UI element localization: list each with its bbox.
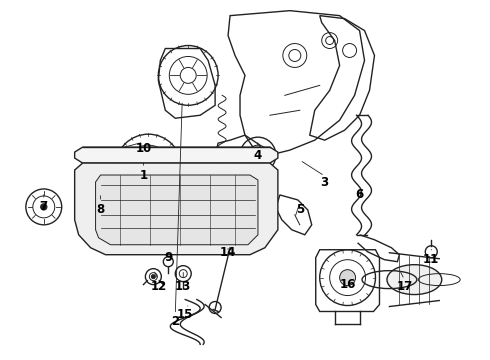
Ellipse shape: [387, 265, 442, 294]
Text: 17: 17: [396, 280, 413, 293]
Text: 14: 14: [220, 246, 236, 259]
Text: 15: 15: [177, 308, 194, 321]
Text: 8: 8: [97, 203, 105, 216]
Text: 5: 5: [295, 203, 304, 216]
Text: 12: 12: [150, 280, 167, 293]
Polygon shape: [74, 163, 278, 255]
Text: 3: 3: [320, 176, 329, 189]
Text: 16: 16: [340, 278, 356, 291]
Text: 7: 7: [40, 201, 48, 213]
Circle shape: [340, 270, 356, 285]
Text: 11: 11: [423, 253, 440, 266]
Text: 6: 6: [355, 188, 364, 202]
Polygon shape: [74, 147, 278, 163]
Circle shape: [151, 275, 155, 279]
Text: 2: 2: [171, 315, 179, 328]
Circle shape: [41, 204, 47, 210]
Polygon shape: [96, 175, 258, 245]
Text: 13: 13: [175, 280, 192, 293]
Text: 9: 9: [164, 251, 172, 264]
Text: 1: 1: [139, 168, 147, 181]
Text: 4: 4: [254, 149, 262, 162]
Text: 10: 10: [135, 141, 151, 155]
